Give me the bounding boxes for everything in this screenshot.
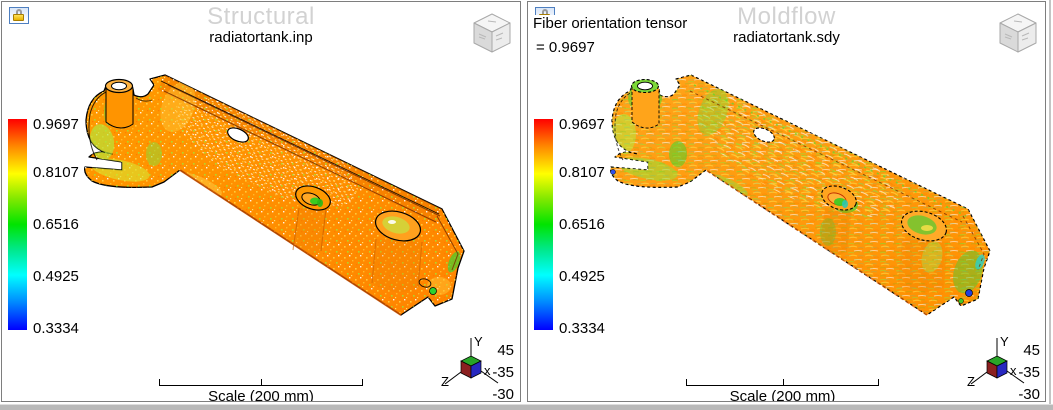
legend-tick: 0.8107 — [559, 164, 605, 181]
rotation-value: -30 — [492, 386, 514, 402]
legend-tick: 0.9697 — [559, 116, 605, 133]
result-value-label: = 0.9697 — [534, 39, 597, 56]
rotation-value: -35 — [492, 364, 514, 381]
panel-title: Structural — [207, 3, 315, 30]
model-radiatortank[interactable] — [2, 2, 521, 402]
legend-colorbar — [534, 119, 553, 330]
legend-tick: 0.6516 — [559, 216, 605, 233]
window-right-edge — [1049, 0, 1051, 404]
rotation-value: 45 — [1023, 342, 1040, 359]
axis-triad: Y Z x — [967, 334, 1025, 389]
lock-shackle — [542, 9, 548, 15]
axis-y-label: Y — [474, 334, 483, 349]
viewport-moldflow[interactable]: Fiber orientation tensor = 0.9697 Moldfl… — [527, 1, 1046, 402]
result-type-label: Fiber orientation tensor — [531, 15, 690, 32]
panel-subtitle: radiatortank.inp — [209, 29, 313, 46]
axis-triad: Y Z x — [441, 334, 499, 389]
legend-tick: 0.8107 — [33, 164, 79, 181]
view-cube-icon[interactable] — [995, 11, 1041, 57]
scale-bar — [159, 379, 363, 386]
legend-tick: 0.4925 — [33, 268, 79, 285]
model-radiatortank[interactable] — [528, 2, 1046, 402]
axis-z-label: Z — [967, 374, 975, 389]
legend-tick: 0.4925 — [559, 268, 605, 285]
legend-tick: 0.9697 — [33, 116, 79, 133]
scale-label: Scale (200 mm) — [729, 388, 836, 402]
legend-tick: 0.6516 — [33, 216, 79, 233]
axis-x-label: x — [484, 363, 491, 378]
scale-label: Scale (200 mm) — [208, 388, 314, 402]
rotation-value: -35 — [1018, 364, 1040, 381]
rotation-value: -30 — [1018, 386, 1040, 402]
scale-bar — [686, 379, 879, 386]
window-bottom-edge — [0, 404, 1053, 410]
model-features — [88, 78, 437, 295]
legend-tick: 0.3334 — [33, 320, 79, 337]
lock-icon[interactable] — [9, 7, 29, 24]
lock-shackle — [16, 9, 22, 15]
panel-title: Moldflow — [737, 3, 836, 30]
axis-y-label: Y — [1000, 334, 1009, 349]
axis-z-label: Z — [441, 374, 449, 389]
axis-x-label: x — [1010, 363, 1017, 378]
lock-body — [13, 14, 24, 21]
rotation-value: 45 — [497, 342, 514, 359]
panel-subtitle: radiatortank.sdy — [733, 29, 840, 46]
legend-colorbar — [8, 119, 27, 330]
legend-tick: 0.3334 — [559, 320, 605, 337]
view-cube-icon[interactable] — [469, 11, 515, 57]
model-features — [610, 78, 973, 304]
viewport-structural[interactable]: Structural radiatortank.inp — [1, 1, 521, 402]
